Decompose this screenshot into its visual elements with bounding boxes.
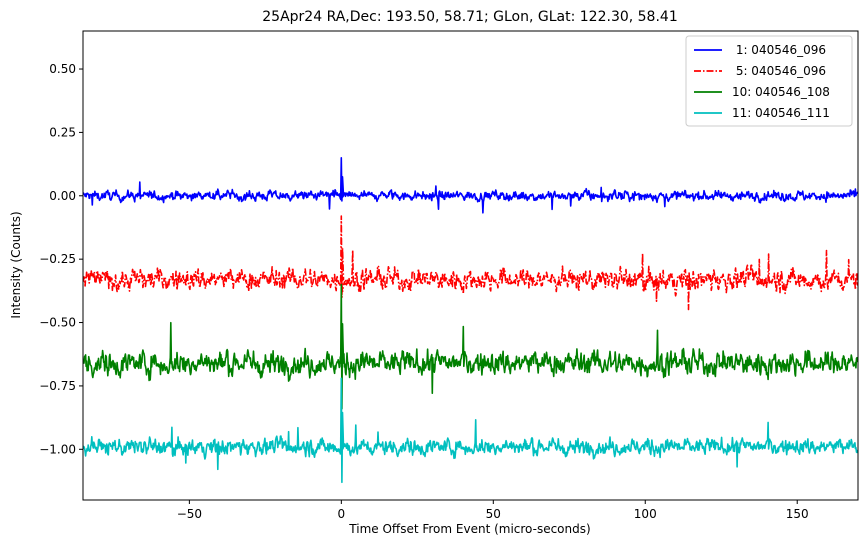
legend-box <box>685 35 853 127</box>
series-line-4 <box>83 377 858 484</box>
y-tick-label: −1.00 <box>39 442 76 456</box>
x-tick-label: 100 <box>634 507 657 521</box>
y-tick-label: −0.50 <box>39 316 76 330</box>
y-tick-label: −0.25 <box>39 252 76 266</box>
x-tick-label: 150 <box>786 507 809 521</box>
x-tick-label: −50 <box>177 507 202 521</box>
y-axis-label: Intensity (Counts) <box>9 211 23 318</box>
legend-label: 10: 040546_108 <box>732 85 830 99</box>
legend-label: 1: 040546_096 <box>732 43 826 57</box>
plot-frame <box>82 30 859 501</box>
series-line-1 <box>83 157 858 214</box>
series-line-2 <box>83 215 858 311</box>
chart-title: 25Apr24 RA,Dec: 193.50, 58.71; GLon, GLa… <box>262 9 677 25</box>
legend: 1: 040546_096 5: 040546_096 10: 040546_10… <box>685 35 853 127</box>
legend-label: 11: 040546_111 <box>732 106 830 120</box>
y-tick-label: −0.75 <box>39 379 76 393</box>
y-tick-label: 0.25 <box>49 125 76 139</box>
series-layer <box>83 157 858 484</box>
x-tick-label: 50 <box>486 507 501 521</box>
series-line-3 <box>83 283 858 410</box>
x-axis-label: Time Offset From Event (micro-seconds) <box>348 522 590 536</box>
x-axis: −50 0 50 100 150 <box>177 500 809 521</box>
x-tick-label: 0 <box>338 507 346 521</box>
y-tick-label: 0.00 <box>49 189 76 203</box>
y-tick-label: 0.50 <box>49 62 76 76</box>
y-axis: 0.50 0.25 0.00 −0.25 −0.50 −0.75 −1.00 <box>39 62 83 456</box>
legend-label: 5: 040546_096 <box>732 64 826 78</box>
